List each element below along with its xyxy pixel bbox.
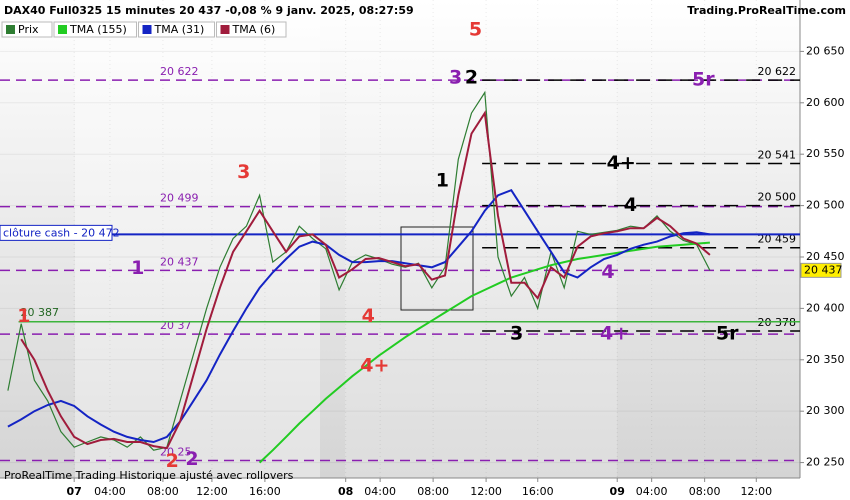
annotation: 3 <box>449 67 462 89</box>
x-tick-label: 08:00 <box>417 485 449 498</box>
series-line <box>7 90 711 451</box>
x-tick-label: 08:00 <box>147 485 179 498</box>
drawn-box <box>400 226 474 311</box>
legend-label: TMA (155) <box>69 23 127 36</box>
black-level-label: 20 500 <box>758 191 797 204</box>
annotation: 4+ <box>607 152 636 174</box>
purple-level-label: 20 25 <box>160 446 192 459</box>
x-tick-label: 08:00 <box>689 485 721 498</box>
y-tick-label: 20 450 <box>806 250 845 263</box>
annotation: 1 <box>17 305 30 327</box>
purple-level-label: 20 499 <box>160 192 199 205</box>
purple-level-label: 20 622 <box>160 65 199 78</box>
legend-box <box>216 21 287 38</box>
legend-swatch <box>142 25 152 34</box>
annotation: 4+ <box>600 323 629 345</box>
black-level-label: 20 459 <box>758 233 797 246</box>
annotation: 2 <box>465 67 478 89</box>
annotation: 3 <box>237 161 250 183</box>
y-tick-label: 20 550 <box>806 147 845 160</box>
x-tick-label: 04:00 <box>636 485 668 498</box>
purple-level-label: 20 437 <box>160 255 199 268</box>
annotation: 5r <box>692 69 715 91</box>
legend-swatch <box>6 25 15 34</box>
x-tick-label: 16:00 <box>522 485 554 498</box>
footer: ProRealTime Trading Historique ajusté av… <box>4 469 294 482</box>
x-tick-label: 04:00 <box>364 485 396 498</box>
black-level-label: 20 622 <box>758 65 797 78</box>
series-line <box>20 110 711 450</box>
annotation: 1 <box>436 169 449 191</box>
legend-label: TMA (31) <box>154 23 205 36</box>
green-level-label: 20 387 <box>21 306 60 319</box>
annotation: 3 <box>510 323 523 345</box>
annotation: 5 <box>469 18 482 40</box>
x-tick-label: 09 <box>610 485 625 498</box>
annotation: 5r <box>716 323 739 345</box>
legend-label: Prix <box>18 23 39 36</box>
cash-close-box <box>0 224 113 241</box>
legend-swatch <box>58 25 67 34</box>
annotation: 2 <box>166 450 179 472</box>
series-line <box>258 241 710 464</box>
y-tick-label: 20 500 <box>806 199 845 212</box>
legend-box <box>53 21 137 38</box>
annotation: 4 <box>362 305 375 327</box>
y-tick-label: 20 650 <box>806 44 845 57</box>
y-tick-label: 20 400 <box>806 301 845 314</box>
y-tick-label: 20 300 <box>806 404 845 417</box>
y-axis-area <box>800 0 850 500</box>
x-tick-label: 08 <box>338 485 353 498</box>
last-price-box <box>800 262 842 278</box>
black-level-label: 20 541 <box>758 148 797 161</box>
header-site: Trading.ProRealTime.com <box>687 4 846 17</box>
x-tick-label: 04:00 <box>94 485 126 498</box>
cash-close-label: clôture cash - 20 472 <box>3 226 120 239</box>
legend-box <box>138 21 215 38</box>
y-tick-label: 20 600 <box>806 96 845 109</box>
annotation: 4 <box>601 261 614 283</box>
series-line <box>7 188 711 444</box>
x-tick-label: 12:00 <box>470 485 502 498</box>
header-title: DAX40 Full0325 15 minutes 20 437 -0,08 %… <box>4 4 414 17</box>
x-tick-label: 16:00 <box>249 485 281 498</box>
x-tick-label: 12:00 <box>740 485 772 498</box>
x-tick-label: 12:00 <box>196 485 228 498</box>
annotation: 1 <box>131 257 144 279</box>
black-level-label: 20 378 <box>758 316 797 329</box>
x-tick-label: 07 <box>67 485 82 498</box>
legend-swatch <box>220 25 230 34</box>
x-axis-area <box>0 478 850 500</box>
legend-label: TMA (6) <box>232 23 276 36</box>
y-tick-label: 20 250 <box>806 456 845 469</box>
annotation: 4+ <box>360 354 389 376</box>
annotation: 4 <box>624 194 637 216</box>
last-price-label: 20 437 <box>804 263 843 276</box>
y-tick-label: 20 350 <box>806 353 845 366</box>
annotation: 2 <box>185 448 198 470</box>
